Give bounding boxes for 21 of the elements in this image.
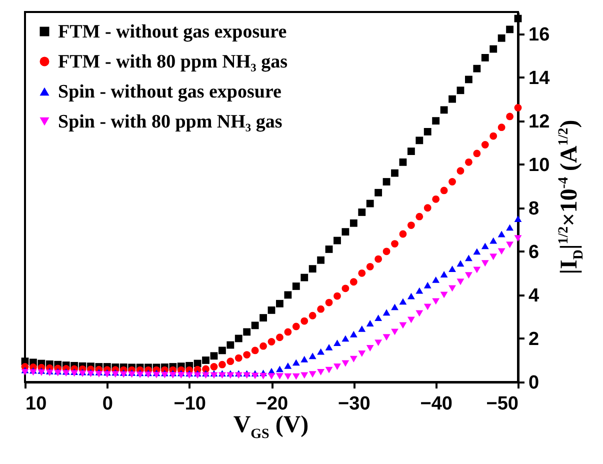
y-tick-label: 16 bbox=[528, 24, 550, 46]
y-tick-label: 6 bbox=[528, 242, 540, 263]
y-tick-label: 0 bbox=[528, 372, 540, 394]
x-axis-title: V$_{GS}$ (V) bbox=[233, 412, 309, 443]
x-tick-label: 0 bbox=[102, 394, 113, 414]
x-tick-label: −10 bbox=[174, 394, 206, 414]
legend-label: FTM - with 80 ppm NH₃ gas bbox=[58, 52, 288, 72]
legend-label: FTM - without gas exposure bbox=[58, 22, 287, 42]
y-tick-label: 8 bbox=[528, 198, 540, 220]
x-tick-label: −40 bbox=[420, 394, 452, 414]
y-tick-label: 10 bbox=[528, 154, 550, 176]
y-tick-label: 4 bbox=[528, 285, 540, 306]
x-tick-label: −20 bbox=[256, 394, 288, 414]
legend-label: Spin - with 80 ppm NH₃ gas bbox=[58, 112, 282, 132]
y-tick-label: 12 bbox=[528, 111, 550, 132]
y-tick-label: 2 bbox=[528, 328, 540, 350]
y-tick-label: 14 bbox=[528, 68, 550, 89]
x-tick-label: 10 bbox=[26, 394, 47, 414]
x-tick-label: −30 bbox=[338, 394, 370, 414]
legend-label: Spin - without gas exposure bbox=[58, 82, 282, 102]
x-tick-label: −50 bbox=[486, 394, 518, 414]
